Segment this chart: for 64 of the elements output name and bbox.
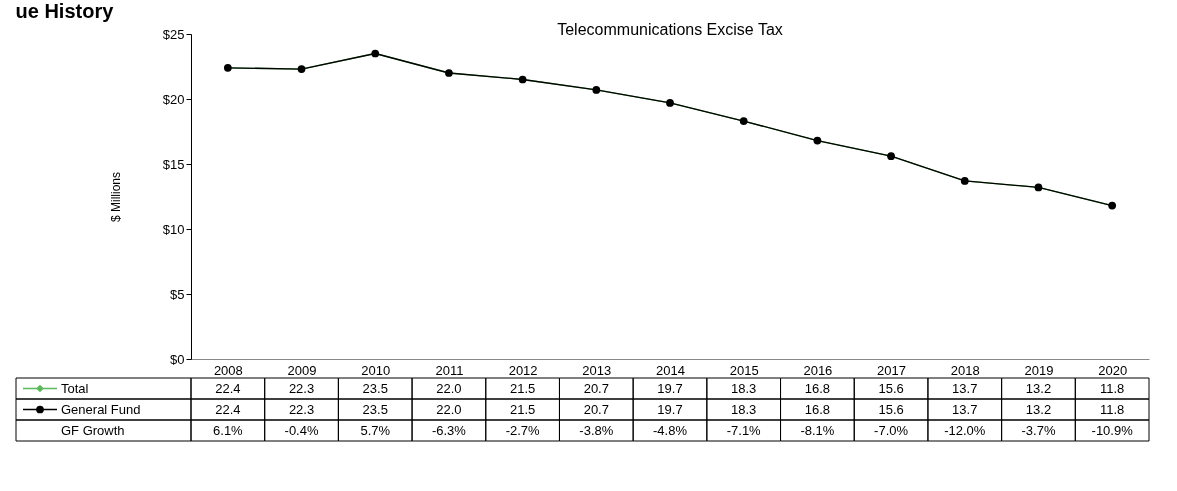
data-label: 11.8 (1099, 401, 1125, 417)
y-tick-label: $25 (162, 26, 185, 42)
x-tick-label: 2017 (877, 362, 907, 378)
data-label: 23.5 (362, 380, 388, 396)
data-label: 13.2 (1025, 380, 1052, 396)
chart-title: Telecommunications Excise Tax (557, 21, 783, 38)
text: -12.0% (944, 422, 986, 438)
x-tick-label: 2014 (656, 362, 685, 378)
x-tick-label: 2012 (508, 362, 538, 378)
data-label: 20.7 (583, 380, 609, 396)
data-label: 15.6 (878, 401, 904, 417)
data-label: 21.5 (509, 401, 536, 417)
y-tick-label: $20 (162, 91, 185, 107)
y-axis-title: $ Millions (108, 171, 123, 223)
data-label: 18.3 (731, 401, 757, 417)
data-label: 22.4 (215, 380, 241, 396)
data-label: 13.7 (952, 401, 978, 417)
text: -8.1% (800, 422, 835, 438)
text: 6.1% (213, 422, 244, 438)
text: -2.7% (505, 422, 541, 438)
data-label: 13.7 (952, 380, 978, 396)
data-label: 23.5 (362, 401, 388, 417)
text: -7.0% (874, 422, 909, 438)
x-tick-label: 2008 (213, 362, 243, 378)
data-label: 15.6 (878, 380, 904, 396)
x-tick-label: 2011 (435, 362, 464, 378)
text: 5.7% (360, 422, 391, 438)
data-label: 22.0 (436, 380, 462, 396)
x-tick-label: 2013 (582, 362, 612, 378)
text: -3.7% (1021, 422, 1056, 438)
data-label: 19.7 (657, 380, 683, 396)
text: GF Growth (61, 422, 125, 438)
y-tick-label: $5 (170, 286, 185, 302)
text: -6.3% (431, 422, 467, 438)
x-tick-label: 2019 (1024, 362, 1054, 378)
y-tick-label: $15 (162, 156, 185, 172)
x-tick-label: 2015 (729, 362, 759, 378)
data-label: 16.8 (804, 401, 831, 417)
x-tick-label: 2018 (950, 362, 980, 378)
text: -10.9% (1091, 422, 1134, 438)
data-label: 19.7 (657, 401, 683, 417)
text: -4.8% (653, 422, 688, 438)
data-label: 11.8 (1099, 380, 1125, 396)
data-label: 22.4 (215, 401, 241, 417)
text: -3.8% (579, 422, 614, 438)
x-tick-label: 2009 (287, 362, 317, 378)
text: ue History (15, 0, 115, 22)
x-tick-label: 2010 (361, 362, 391, 378)
legend-label: Total (61, 380, 89, 396)
y-tick-label: $10 (162, 221, 185, 237)
data-label: 16.8 (804, 380, 831, 396)
y-tick-label: $0 (170, 351, 185, 367)
data-label: 22.3 (288, 401, 315, 417)
data-label: 20.7 (583, 401, 609, 417)
data-label: 22.3 (288, 380, 315, 396)
data-label: 13.2 (1025, 401, 1052, 417)
text: -0.4% (284, 422, 319, 438)
data-label: 22.0 (436, 401, 462, 417)
data-label: 21.5 (509, 380, 536, 396)
x-tick-label: 2020 (1098, 362, 1128, 378)
legend-label: General Fund (61, 401, 141, 417)
x-tick-label: 2016 (803, 362, 833, 378)
data-label: 18.3 (731, 380, 757, 396)
text: -7.1% (726, 422, 762, 438)
